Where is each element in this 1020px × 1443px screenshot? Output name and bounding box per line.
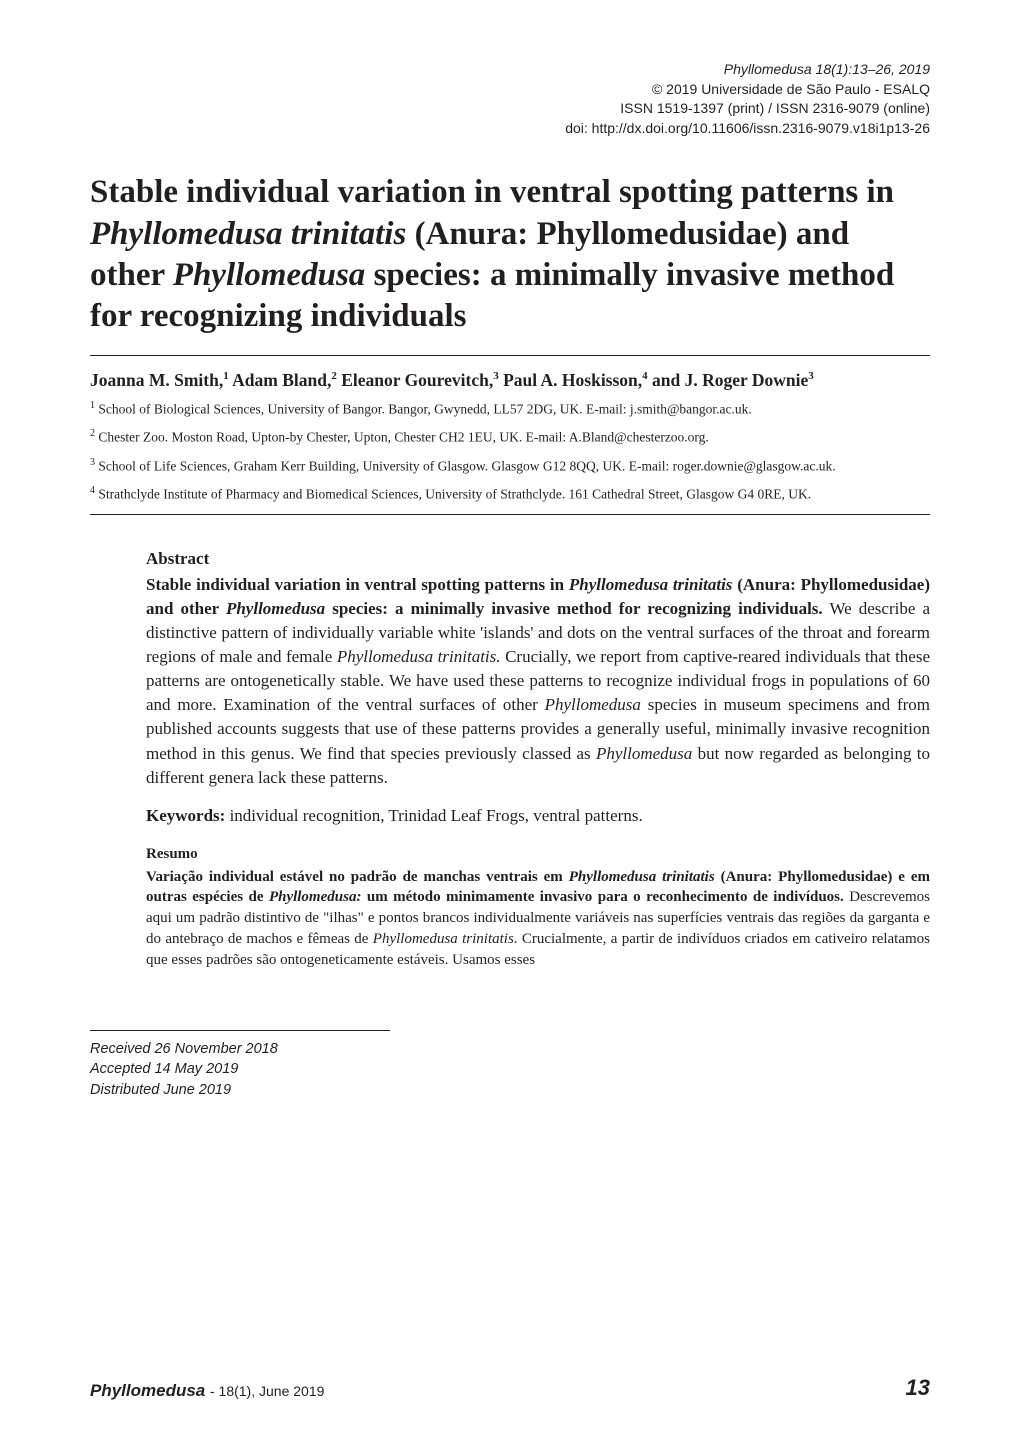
title-text: Stable individual variation in ventral s… xyxy=(90,174,894,210)
resumo-runin-italic: Phyllomedusa: xyxy=(269,889,362,905)
meta-line: © 2019 Universidade de São Paulo - ESALQ xyxy=(90,80,930,100)
affil-text: School of Life Sciences, Graham Kerr Bui… xyxy=(95,458,836,473)
title-italic-genus: Phyllomedusa xyxy=(173,257,366,293)
footnote-rule xyxy=(90,1030,390,1031)
author-affil-sup: 3 xyxy=(808,371,814,383)
resumo-section: Resumo Variação individual estável no pa… xyxy=(146,846,930,970)
resumo-italic: Phyllomedusa trinitatis xyxy=(373,931,514,947)
resumo-runin: Variação individual estável no padrão de… xyxy=(146,869,569,885)
affiliation: 2 Chester Zoo. Moston Road, Upton-by Che… xyxy=(90,427,930,447)
abstract-body: Stable individual variation in ventral s… xyxy=(146,573,930,790)
abstract-section: Abstract Stable individual variation in … xyxy=(146,549,930,826)
rule-top xyxy=(90,355,930,356)
author-name: Joanna M. Smith, xyxy=(90,370,223,390)
resumo-heading: Resumo xyxy=(146,846,930,863)
footer-journal-name: Phyllomedusa xyxy=(90,1381,210,1400)
meta-line: Phyllomedusa 18(1):13–26, 2019 xyxy=(90,60,930,80)
page-number: 13 xyxy=(906,1375,930,1401)
distributed-line: Distributed June 2019 xyxy=(90,1080,930,1100)
page: Phyllomedusa 18(1):13–26, 2019 © 2019 Un… xyxy=(0,0,1020,1443)
keywords: Keywords: individual recognition, Trinid… xyxy=(146,806,930,826)
meta-line: doi: http://dx.doi.org/10.11606/issn.231… xyxy=(90,119,930,139)
abstract-runin-italic: Phyllomedusa trinitatis xyxy=(569,575,733,594)
author-name: Paul A. Hoskisson, xyxy=(499,370,642,390)
footer-journal: Phyllomedusa - 18(1), June 2019 xyxy=(90,1381,324,1401)
abstract-italic: Phyllomedusa trinitatis. xyxy=(337,647,501,666)
article-history: Received 26 November 2018 Accepted 14 Ma… xyxy=(90,1039,930,1100)
author-name: and J. Roger Downie xyxy=(648,370,809,390)
title-italic-taxon: Phyllomedusa trinitatis xyxy=(90,216,406,252)
affil-text: School of Biological Sciences, Universit… xyxy=(95,402,752,417)
accepted-line: Accepted 14 May 2019 xyxy=(90,1059,930,1079)
header-meta: Phyllomedusa 18(1):13–26, 2019 © 2019 Un… xyxy=(90,60,930,138)
author-line: Joanna M. Smith,1 Adam Bland,2 Eleanor G… xyxy=(90,370,930,391)
resumo-body: Variação individual estável no padrão de… xyxy=(146,867,930,970)
resumo-runin: um método minimamente invasivo para o re… xyxy=(361,889,843,905)
resumo-runin-italic: Phyllomedusa trinitatis xyxy=(569,869,715,885)
affil-text: Chester Zoo. Moston Road, Upton-by Chest… xyxy=(95,430,709,445)
rule-mid xyxy=(90,514,930,515)
abstract-runin: Stable individual variation in ventral s… xyxy=(146,575,569,594)
author-name: Adam Bland, xyxy=(229,370,332,390)
keywords-label: Keywords: xyxy=(146,806,230,825)
abstract-italic: Phyllomedusa xyxy=(596,744,692,763)
received-line: Received 26 November 2018 xyxy=(90,1039,930,1059)
abstract-runin-italic: Phyllomedusa xyxy=(226,599,325,618)
meta-line: ISSN 1519-1397 (print) / ISSN 2316-9079 … xyxy=(90,99,930,119)
affil-text: Strathclyde Institute of Pharmacy and Bi… xyxy=(95,486,811,501)
keywords-text: individual recognition, Trinidad Leaf Fr… xyxy=(230,806,643,825)
abstract-italic: Phyllomedusa xyxy=(545,695,641,714)
page-footer: Phyllomedusa - 18(1), June 2019 13 xyxy=(90,1375,930,1401)
author-name: Eleanor Gourevitch, xyxy=(337,370,493,390)
affiliation: 4 Strathclyde Institute of Pharmacy and … xyxy=(90,484,930,504)
abstract-runin: species: a minimally invasive method for… xyxy=(325,599,823,618)
footer-issue: - 18(1), June 2019 xyxy=(210,1383,324,1399)
article-title: Stable individual variation in ventral s… xyxy=(90,172,930,337)
affiliation: 3 School of Life Sciences, Graham Kerr B… xyxy=(90,456,930,476)
abstract-heading: Abstract xyxy=(146,549,930,569)
affiliation: 1 School of Biological Sciences, Univers… xyxy=(90,399,930,419)
meta-journal-italic: Phyllomedusa 18(1):13–26, 2019 xyxy=(724,61,930,77)
